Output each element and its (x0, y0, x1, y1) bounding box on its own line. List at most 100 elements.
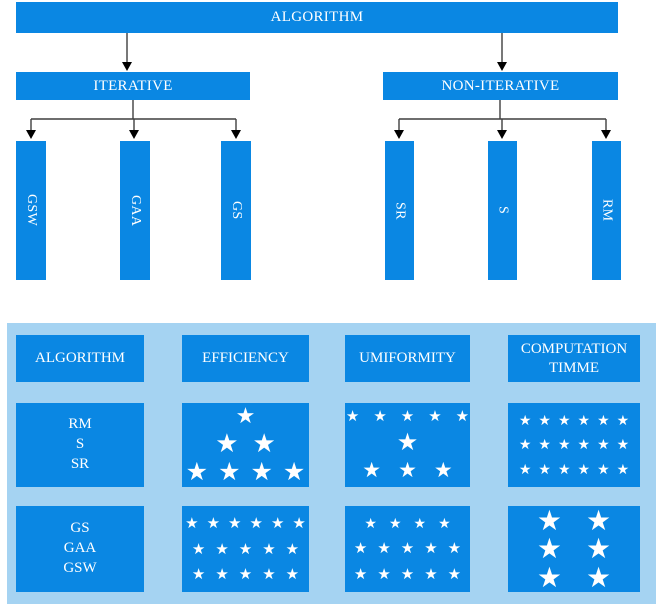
algorithm-name: GAA (63, 540, 97, 557)
star-row: ★ ★ ★ ★ (364, 517, 450, 531)
star-icon: ★ (536, 560, 562, 594)
star-icon: ★ (447, 539, 462, 557)
flowchart-root-box: ALGORITHM (16, 2, 618, 33)
rating-cell-uniformity: ★ ★ ★ ★ ★ ★ ★ ★ ★ ★ ★ ★ ★ ★ (345, 506, 470, 592)
star-row: ★ ★ (215, 431, 276, 457)
flowchart-connectors (26, 33, 611, 139)
star-icon: ★ (577, 412, 591, 429)
branch-box-non-iterative: NON-ITERATIVE (383, 72, 618, 100)
star-icon: ★ (282, 457, 306, 487)
star-icon: ★ (377, 539, 391, 557)
star-icon: ★ (353, 539, 368, 557)
rating-cell-efficiency: ★ ★ ★ ★ ★ ★ ★ ★ ★ ★ ★ ★ ★ ★ ★ ★ (182, 506, 309, 592)
rating-cell-uniformity: ★ ★ ★ ★ ★ ★ ★ ★ ★ (345, 403, 470, 487)
star-icon: ★ (364, 515, 377, 532)
star-icon: ★ (400, 407, 415, 425)
star-icon: ★ (577, 461, 591, 478)
child-box-gaa: GAA (120, 141, 150, 280)
rating-cell-computation-time: ★ ★ ★ ★ ★ ★ ★ ★ ★ ★ ★ ★ ★ ★ ★ ★ ★ ★ (508, 403, 640, 487)
table-header-computation-time: COMPUTATION TIMME (508, 335, 640, 382)
algorithm-name: GSW (63, 559, 97, 576)
star-row: ★ (236, 405, 256, 428)
star-icon: ★ (400, 564, 415, 583)
star-icon: ★ (518, 461, 532, 478)
table-header-computation-time-label: COMPUTATION TIMME (520, 340, 628, 376)
star-icon: ★ (447, 564, 462, 583)
star-icon: ★ (191, 539, 206, 558)
star-row: ★ ★ ★ ★ ★ ★ (519, 414, 629, 428)
star-icon: ★ (597, 412, 610, 429)
table-header-algorithm: ALGORITHM (16, 335, 144, 382)
star-icon: ★ (597, 461, 610, 478)
star-icon: ★ (586, 503, 612, 537)
branch-box-iterative: ITERATIVE (16, 72, 250, 100)
star-icon: ★ (353, 564, 368, 583)
child-box-gsw: GSW (16, 141, 46, 280)
star-icon: ★ (538, 437, 551, 453)
star-icon: ★ (438, 515, 451, 532)
table-header-efficiency: EFFICIENCY (182, 335, 309, 382)
star-icon: ★ (424, 564, 438, 583)
star-icon: ★ (206, 514, 221, 533)
star-row: ★ ★ ★ ★ ★ (353, 564, 462, 583)
rating-cell-efficiency: ★ ★ ★ ★ ★ ★ ★ (182, 403, 309, 487)
star-icon: ★ (616, 461, 630, 478)
star-row: ★ ★ ★ ★ ★ ★ (519, 463, 629, 477)
star-icon: ★ (518, 412, 532, 429)
star-icon: ★ (586, 560, 612, 594)
table-row: GS GAA GSW (16, 506, 144, 592)
star-icon: ★ (270, 514, 285, 533)
child-box-gs: GS (221, 141, 251, 280)
child-box-sr: SR (385, 141, 414, 280)
star-icon: ★ (228, 514, 242, 533)
star-icon: ★ (557, 437, 571, 453)
table-header-algorithm-label: ALGORITHM (35, 350, 125, 367)
child-label-gsw: GSW (24, 194, 39, 227)
table-header-uniformity-label: UMIFORMITY (359, 350, 456, 367)
star-icon: ★ (557, 461, 571, 478)
star-row: ★ ★ ★ ★ ★ ★ (185, 516, 306, 531)
star-row: ★ ★ ★ ★ ★ (191, 539, 300, 558)
table-header-uniformity: UMIFORMITY (345, 335, 470, 382)
star-row: ★ ★ ★ (362, 460, 452, 481)
child-box-rm: RM (592, 141, 621, 280)
branch-label-iterative: ITERATIVE (93, 77, 173, 94)
star-icon: ★ (424, 539, 438, 557)
star-icon: ★ (215, 428, 239, 459)
rating-cell-computation-time: ★ ★ ★ ★ ★ ★ (508, 506, 640, 592)
star-icon: ★ (577, 437, 591, 453)
star-row: ★ ★ ★ ★ ★ (354, 541, 461, 556)
star-icon: ★ (536, 503, 562, 537)
star-icon: ★ (388, 515, 402, 532)
child-label-gaa: GAA (128, 194, 143, 227)
star-icon: ★ (262, 539, 276, 558)
child-label-s: S (495, 206, 511, 215)
star-icon: ★ (538, 412, 551, 429)
star-row: ★ ★ (536, 560, 612, 594)
star-row: ★ ★ ★ ★ ★ (346, 409, 469, 424)
child-label-rm: RM (599, 199, 615, 222)
star-icon: ★ (557, 412, 571, 429)
star-icon: ★ (398, 458, 417, 482)
star-icon: ★ (597, 437, 610, 453)
star-icon: ★ (238, 539, 253, 558)
star-icon: ★ (396, 428, 419, 456)
star-icon: ★ (538, 461, 551, 478)
star-icon: ★ (238, 564, 253, 583)
star-icon: ★ (616, 437, 630, 453)
child-label-gs: GS (229, 201, 244, 220)
star-icon: ★ (536, 532, 562, 565)
algorithm-name: SR (70, 455, 90, 472)
star-icon: ★ (285, 564, 300, 583)
star-icon: ★ (185, 514, 199, 533)
star-icon: ★ (185, 457, 209, 487)
star-icon: ★ (191, 564, 206, 583)
star-icon: ★ (215, 539, 229, 558)
star-icon: ★ (428, 407, 442, 425)
table-header-efficiency-label: EFFICIENCY (202, 350, 289, 367)
star-icon: ★ (249, 514, 263, 533)
star-icon: ★ (616, 412, 630, 429)
star-icon: ★ (285, 539, 300, 558)
algorithm-name: RM (68, 416, 92, 433)
